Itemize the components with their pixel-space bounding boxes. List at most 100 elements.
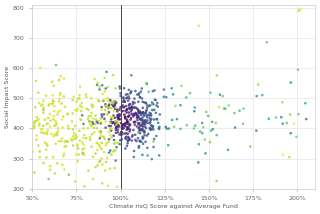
Point: [121, 123, 126, 127]
Point: [70, 135, 76, 138]
Point: [99, 141, 104, 145]
Point: [141, 122, 147, 125]
Point: [100, 92, 105, 96]
Point: [55, 131, 60, 134]
Point: [104, 70, 109, 74]
Point: [79, 102, 84, 105]
Point: [77, 139, 83, 142]
Point: [145, 121, 150, 125]
Point: [114, 123, 119, 126]
Point: [52, 104, 57, 108]
Point: [151, 128, 156, 131]
Point: [109, 121, 115, 125]
Point: [97, 129, 102, 133]
Point: [50, 99, 55, 102]
Point: [99, 113, 104, 116]
Point: [125, 139, 131, 142]
Point: [133, 120, 138, 123]
Point: [36, 117, 41, 121]
Point: [114, 146, 119, 149]
Point: [149, 127, 154, 131]
Point: [76, 97, 81, 100]
Point: [102, 117, 107, 120]
Point: [129, 116, 134, 120]
Point: [118, 92, 123, 95]
Point: [105, 96, 110, 100]
Point: [138, 95, 143, 99]
Point: [138, 118, 143, 121]
Point: [66, 140, 71, 143]
Point: [106, 130, 111, 134]
Point: [49, 132, 54, 135]
Point: [59, 139, 64, 143]
Point: [248, 145, 253, 148]
Point: [52, 134, 57, 138]
Point: [118, 94, 123, 98]
Point: [125, 132, 130, 135]
Point: [82, 153, 87, 156]
Point: [51, 156, 56, 159]
Point: [51, 118, 56, 121]
Point: [31, 127, 36, 130]
Point: [39, 127, 44, 131]
Point: [136, 110, 141, 113]
Point: [94, 141, 99, 145]
Point: [89, 132, 94, 136]
Point: [110, 101, 115, 105]
Point: [145, 116, 150, 119]
Point: [184, 96, 189, 99]
Point: [155, 105, 160, 108]
Point: [34, 134, 39, 137]
Point: [131, 114, 136, 117]
Point: [45, 128, 51, 132]
Point: [222, 107, 227, 110]
Point: [147, 114, 152, 117]
Point: [125, 99, 131, 102]
Point: [113, 120, 118, 123]
Point: [142, 125, 148, 128]
Point: [73, 137, 78, 140]
Point: [123, 93, 128, 96]
Point: [86, 169, 91, 172]
Point: [105, 184, 110, 187]
Point: [150, 126, 156, 129]
Point: [140, 118, 145, 122]
Point: [117, 117, 123, 121]
Point: [108, 116, 114, 119]
Point: [94, 83, 100, 87]
Point: [121, 106, 126, 109]
Point: [136, 111, 141, 114]
Point: [138, 90, 143, 93]
Point: [132, 106, 137, 109]
Point: [89, 103, 94, 107]
Point: [130, 106, 135, 110]
Point: [63, 144, 68, 148]
Point: [140, 127, 145, 130]
Point: [94, 120, 99, 123]
Point: [112, 149, 117, 152]
Point: [41, 161, 46, 165]
Point: [32, 125, 37, 128]
Point: [112, 100, 117, 103]
Point: [111, 114, 116, 117]
Point: [79, 114, 84, 117]
Point: [114, 126, 119, 129]
Point: [55, 113, 60, 116]
Point: [154, 104, 159, 107]
Point: [108, 121, 113, 125]
Point: [132, 120, 137, 124]
Point: [110, 73, 116, 77]
Point: [161, 88, 166, 91]
Point: [132, 113, 137, 116]
Point: [84, 137, 89, 140]
Point: [84, 93, 89, 96]
Point: [146, 90, 151, 94]
Point: [124, 128, 129, 132]
Point: [295, 68, 300, 71]
Point: [77, 85, 83, 88]
Point: [100, 163, 105, 166]
Point: [117, 133, 122, 136]
Point: [143, 120, 148, 124]
Point: [100, 84, 105, 87]
Point: [130, 134, 135, 137]
